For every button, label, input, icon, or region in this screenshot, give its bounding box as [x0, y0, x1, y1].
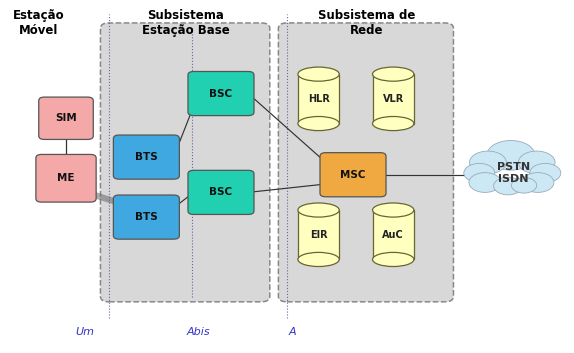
Bar: [298, 74, 339, 124]
Bar: [298, 210, 339, 259]
Text: BSC: BSC: [210, 187, 232, 197]
Text: VLR: VLR: [382, 94, 404, 104]
Ellipse shape: [298, 116, 339, 131]
Text: SIM: SIM: [55, 113, 77, 123]
Ellipse shape: [298, 67, 339, 81]
Text: Subsistema de
Rede: Subsistema de Rede: [317, 9, 415, 37]
Text: BTS: BTS: [135, 212, 158, 222]
Text: MSC: MSC: [340, 170, 366, 180]
FancyBboxPatch shape: [188, 71, 254, 116]
Text: HLR: HLR: [308, 94, 329, 104]
Ellipse shape: [373, 252, 414, 267]
Circle shape: [511, 178, 537, 193]
FancyBboxPatch shape: [100, 23, 270, 302]
Circle shape: [469, 173, 501, 192]
Ellipse shape: [373, 203, 414, 217]
Bar: [373, 210, 414, 259]
FancyBboxPatch shape: [36, 155, 96, 202]
FancyBboxPatch shape: [278, 23, 453, 302]
Text: A: A: [289, 327, 297, 336]
Circle shape: [487, 140, 535, 170]
Circle shape: [470, 151, 506, 174]
Text: PSTN
ISDN: PSTN ISDN: [497, 162, 530, 184]
Text: ME: ME: [57, 173, 75, 183]
FancyBboxPatch shape: [39, 97, 94, 139]
Text: Abis: Abis: [186, 327, 210, 336]
FancyBboxPatch shape: [114, 135, 179, 179]
Text: Um: Um: [75, 327, 95, 336]
Ellipse shape: [373, 116, 414, 131]
Text: Subsistema
Estação Base: Subsistema Estação Base: [142, 9, 229, 37]
Text: AuC: AuC: [382, 230, 404, 240]
Circle shape: [494, 177, 522, 195]
Text: BTS: BTS: [135, 152, 158, 162]
Ellipse shape: [298, 203, 339, 217]
Circle shape: [464, 163, 495, 183]
FancyBboxPatch shape: [188, 170, 254, 214]
Text: EIR: EIR: [310, 230, 327, 240]
Ellipse shape: [298, 252, 339, 267]
Ellipse shape: [373, 67, 414, 81]
FancyBboxPatch shape: [114, 195, 179, 239]
Circle shape: [530, 163, 561, 183]
Bar: [373, 74, 414, 124]
Text: BSC: BSC: [210, 89, 232, 98]
Circle shape: [522, 173, 554, 192]
FancyBboxPatch shape: [320, 152, 386, 197]
Circle shape: [518, 151, 555, 174]
Text: Estação
Móvel: Estação Móvel: [13, 9, 65, 37]
